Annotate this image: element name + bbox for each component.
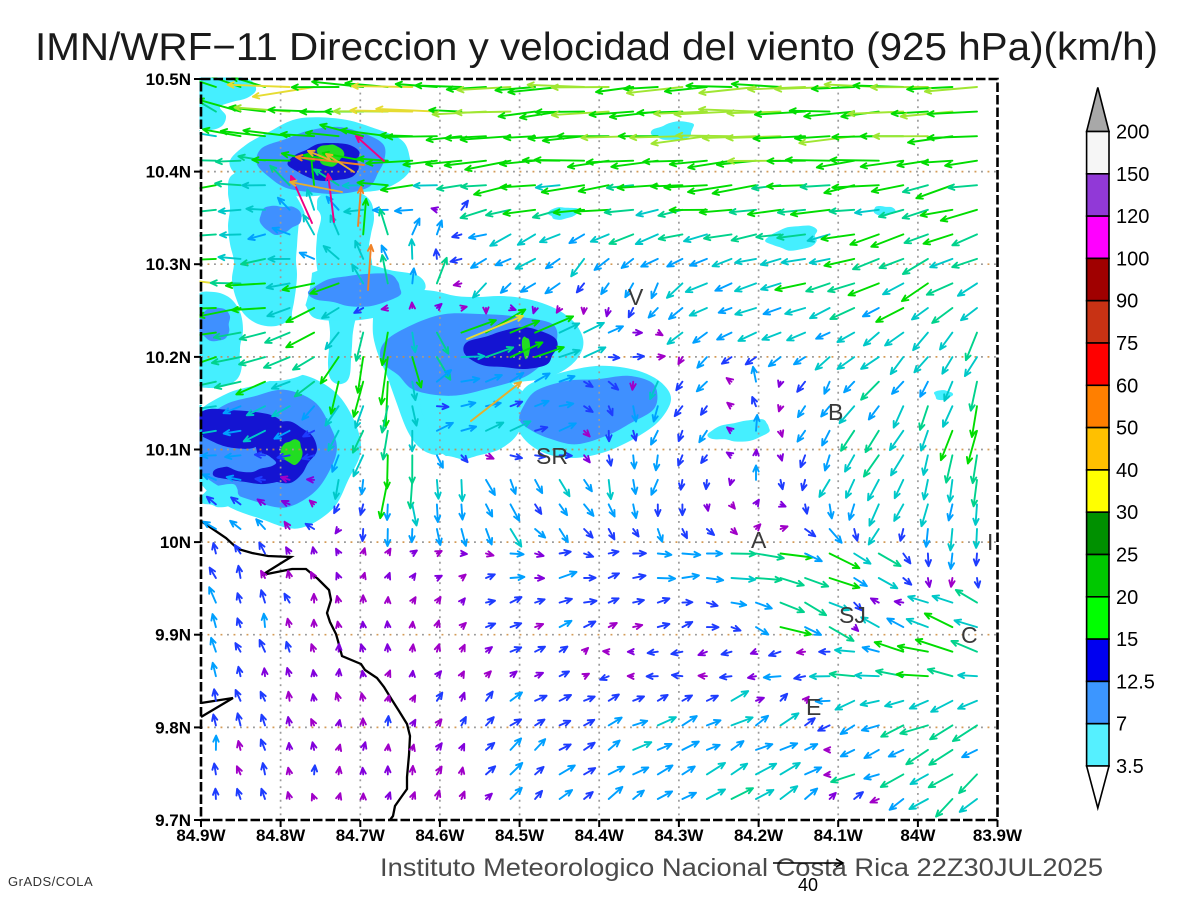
svg-text:10N: 10N [160, 533, 191, 552]
svg-text:IMN/WRF−11 Direccion y velocid: IMN/WRF−11 Direccion y velocidad del vie… [35, 26, 1158, 69]
svg-text:30: 30 [1116, 502, 1138, 524]
svg-text:B: B [828, 399, 843, 425]
svg-text:84.5W: 84.5W [495, 826, 545, 845]
svg-text:10.4N: 10.4N [146, 163, 191, 182]
svg-text:SR: SR [536, 443, 568, 469]
svg-text:7: 7 [1116, 714, 1127, 736]
svg-text:84.4W: 84.4W [575, 826, 625, 845]
svg-text:120: 120 [1116, 206, 1149, 228]
svg-text:75: 75 [1116, 333, 1138, 355]
svg-text:84.9W: 84.9W [176, 826, 226, 845]
svg-text:200: 200 [1116, 122, 1149, 144]
svg-text:V: V [628, 284, 644, 310]
svg-text:9.8N: 9.8N [155, 718, 191, 737]
svg-text:12.5: 12.5 [1116, 671, 1155, 693]
svg-text:9.7N: 9.7N [155, 811, 191, 830]
svg-text:9.9N: 9.9N [155, 626, 191, 645]
svg-text:SJ: SJ [839, 602, 866, 628]
svg-text:84.2W: 84.2W [734, 826, 784, 845]
svg-text:84.1W: 84.1W [814, 826, 864, 845]
svg-text:Instituto Meteorologico Nacion: Instituto Meteorologico Nacional Costa R… [380, 854, 1103, 882]
svg-text:10.1N: 10.1N [146, 441, 191, 460]
svg-text:83.9W: 83.9W [973, 826, 1023, 845]
svg-text:10.5N: 10.5N [146, 70, 191, 89]
svg-text:I: I [987, 529, 993, 555]
svg-text:60: 60 [1116, 375, 1138, 397]
svg-text:10.2N: 10.2N [146, 348, 191, 367]
svg-text:84.7W: 84.7W [336, 826, 386, 845]
svg-text:84.8W: 84.8W [256, 826, 306, 845]
svg-text:50: 50 [1116, 418, 1138, 440]
svg-text:84.6W: 84.6W [415, 826, 465, 845]
svg-text:40: 40 [798, 875, 818, 895]
svg-text:10.3N: 10.3N [146, 255, 191, 274]
svg-text:A: A [751, 527, 767, 553]
svg-text:20: 20 [1116, 587, 1138, 609]
svg-text:40: 40 [1116, 460, 1138, 482]
svg-text:25: 25 [1116, 545, 1138, 567]
svg-text:E: E [806, 694, 821, 720]
svg-text:150: 150 [1116, 164, 1149, 186]
svg-text:C: C [961, 622, 978, 648]
svg-text:15: 15 [1116, 629, 1138, 651]
svg-text:84.3W: 84.3W [654, 826, 704, 845]
svg-text:100: 100 [1116, 248, 1149, 270]
svg-text:GrADS/COLA: GrADS/COLA [8, 874, 93, 889]
svg-text:90: 90 [1116, 291, 1138, 313]
svg-text:84W: 84W [900, 826, 936, 845]
svg-text:3.5: 3.5 [1116, 756, 1144, 778]
